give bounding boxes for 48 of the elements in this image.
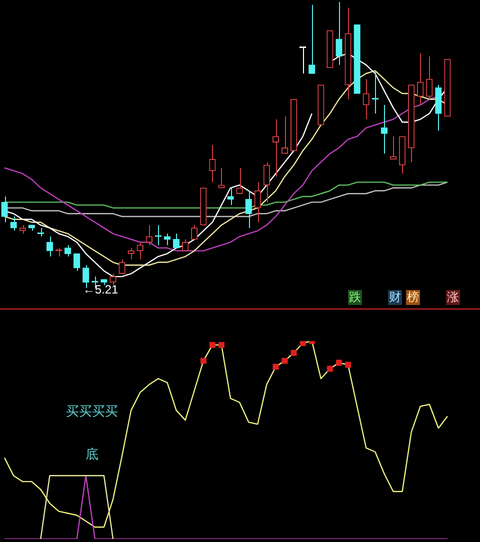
candlestick (118, 258, 126, 274)
candlestick (110, 273, 116, 286)
text: 榜 (406, 290, 420, 305)
candlestick (408, 84, 415, 163)
candlestick (336, 2, 342, 66)
candlestick (154, 224, 162, 246)
text: 财 (388, 290, 402, 305)
point (209, 342, 216, 348)
annotation: 底 (86, 447, 98, 462)
point (336, 360, 342, 366)
candlestick (426, 56, 433, 100)
point (326, 366, 333, 372)
candlestick (100, 279, 108, 286)
candlestick (272, 118, 280, 177)
point (200, 358, 206, 364)
candlestick (390, 136, 397, 160)
text: 跌 (348, 290, 362, 305)
candlestick (344, 7, 352, 100)
candlestick (218, 167, 225, 188)
text: 涨 (446, 290, 460, 305)
candlestick (362, 78, 370, 120)
candlestick (146, 224, 152, 246)
candlestick (28, 224, 35, 232)
candlestick (209, 144, 216, 183)
point (300, 341, 306, 346)
candlestick (19, 224, 26, 234)
candlestick (417, 52, 424, 106)
candlestick (245, 190, 252, 228)
annotation: ←5.21 (82, 282, 119, 296)
candlestick (263, 162, 270, 203)
candlestick (10, 216, 17, 232)
candlestick (435, 84, 442, 132)
candlestick (128, 247, 134, 260)
candlestick (74, 253, 80, 272)
candlestick (254, 182, 261, 223)
candlestick (281, 116, 288, 154)
candlestick (236, 167, 243, 194)
point (282, 358, 288, 364)
candlestick (398, 136, 406, 174)
candlestick (1, 196, 8, 223)
candlestick (227, 187, 234, 206)
candlestick (191, 224, 198, 240)
point (345, 362, 352, 368)
annotation: 买买买买 (66, 404, 118, 420)
point (272, 364, 279, 370)
point (290, 350, 297, 356)
candlestick (164, 233, 171, 246)
point (218, 342, 224, 348)
